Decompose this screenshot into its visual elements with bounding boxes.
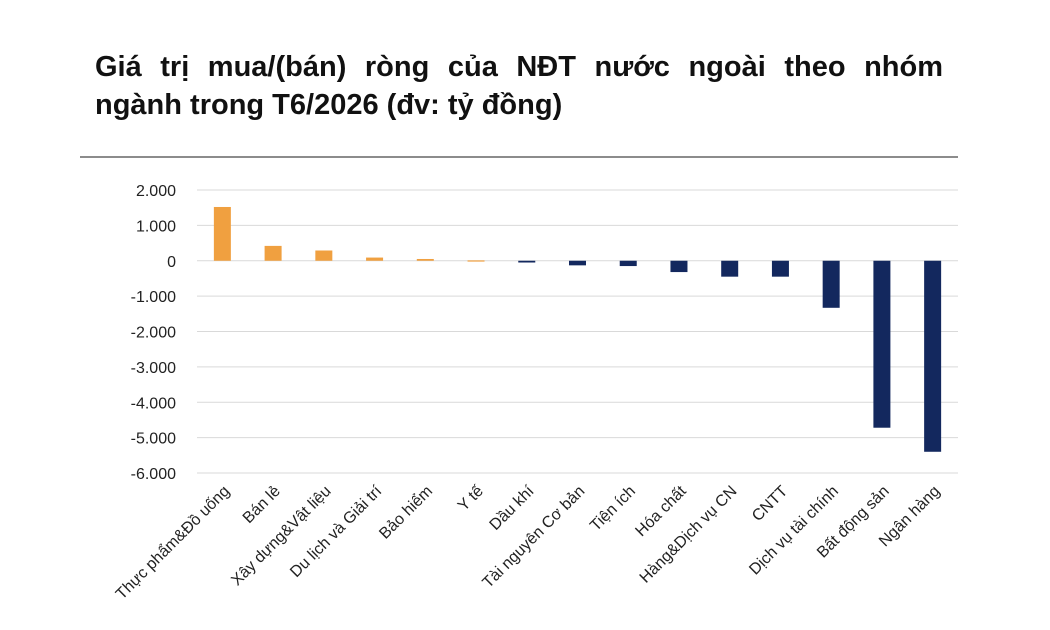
x-category-label: Dầu khí <box>487 482 538 533</box>
bar <box>873 260 891 428</box>
x-category-label: Bán lẻ <box>240 483 284 527</box>
bar <box>771 260 789 277</box>
bar <box>467 260 485 262</box>
bar <box>416 258 434 261</box>
bar <box>670 260 688 273</box>
bar <box>213 206 231 261</box>
bar <box>924 260 942 452</box>
bar <box>315 250 333 261</box>
x-category-label: Tài nguyên Cơ bản <box>480 483 589 592</box>
y-tick-label: 0 <box>167 254 176 271</box>
x-category-label: Xây dựng&Vật liệu <box>228 483 334 589</box>
bar <box>721 260 739 277</box>
title-divider <box>80 156 958 158</box>
y-tick-label: -3.000 <box>131 360 176 377</box>
x-category-label: Y tế <box>455 483 487 515</box>
bar <box>518 260 536 263</box>
x-category-label: Bảo hiểm <box>376 482 437 543</box>
bar <box>366 257 384 261</box>
y-tick-label: -2.000 <box>131 325 176 342</box>
y-tick-label: 1.000 <box>136 218 176 235</box>
y-tick-label: -5.000 <box>131 431 176 448</box>
bar <box>264 245 282 261</box>
bar <box>569 260 586 266</box>
y-tick-label: -1.000 <box>131 289 176 306</box>
bar <box>822 260 840 308</box>
x-category-label: Dịch vụ tài chính <box>746 483 842 579</box>
x-category-label: Thực phẩm&Đồ uống <box>112 482 233 603</box>
x-category-label: Hàng&Dịch vụ CN <box>637 483 741 587</box>
x-category-label: CNTT <box>749 483 791 525</box>
x-category-label: Du lịch và Giải trí <box>287 482 386 581</box>
y-tick-label: 2.000 <box>136 183 176 200</box>
x-category-label: Tiện ích <box>587 483 639 535</box>
chart-title: Giá trị mua/(bán) ròng của NĐT nước ngoà… <box>95 51 943 121</box>
bar <box>619 260 637 267</box>
y-tick-label: -4.000 <box>131 395 176 412</box>
y-tick-label: -6.000 <box>131 466 176 483</box>
